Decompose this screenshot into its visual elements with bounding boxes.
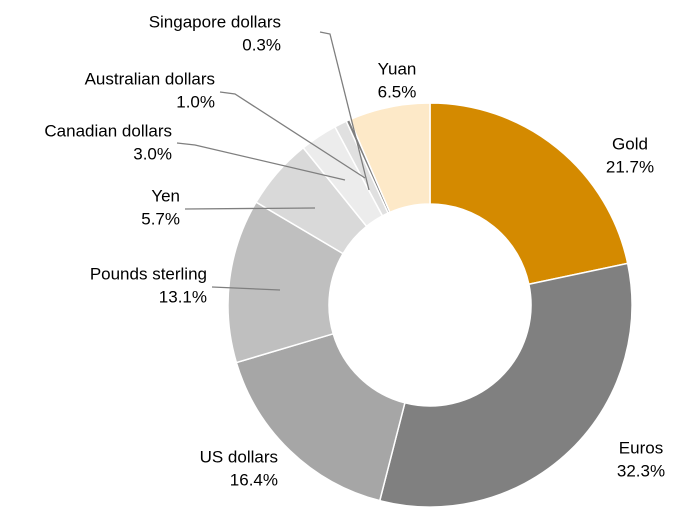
leader-line (219, 91, 366, 179)
slice-label: Australian dollars (85, 69, 215, 88)
leader-line (211, 286, 281, 291)
leader-line (319, 31, 370, 191)
donut-slice (235, 332, 406, 502)
donut-slice (348, 102, 431, 214)
value-label: 13.1% (159, 287, 207, 306)
value-label: 0.3% (242, 35, 281, 54)
leader-line (184, 207, 316, 210)
slice-label: Canadian dollars (44, 121, 172, 140)
value-label: 21.7% (606, 157, 654, 176)
leader-line (176, 142, 346, 181)
donut-slice (227, 201, 345, 364)
donut-slice (429, 102, 629, 286)
slice-label: US dollars (200, 447, 278, 466)
slice-label: Gold (612, 134, 648, 153)
value-label: 6.5% (378, 82, 417, 101)
slice-label: Yen (151, 186, 180, 205)
donut-slice (378, 262, 633, 507)
value-label: 1.0% (176, 92, 215, 111)
value-label: 16.4% (230, 470, 278, 489)
slice-label: Yuan (378, 59, 417, 78)
value-label: 5.7% (141, 209, 180, 228)
slice-label: Euros (619, 438, 663, 457)
value-label: 3.0% (133, 144, 172, 163)
slice-label: Singapore dollars (149, 12, 281, 31)
slice-label: Pounds sterling (90, 264, 207, 283)
value-label: 32.3% (617, 461, 665, 480)
